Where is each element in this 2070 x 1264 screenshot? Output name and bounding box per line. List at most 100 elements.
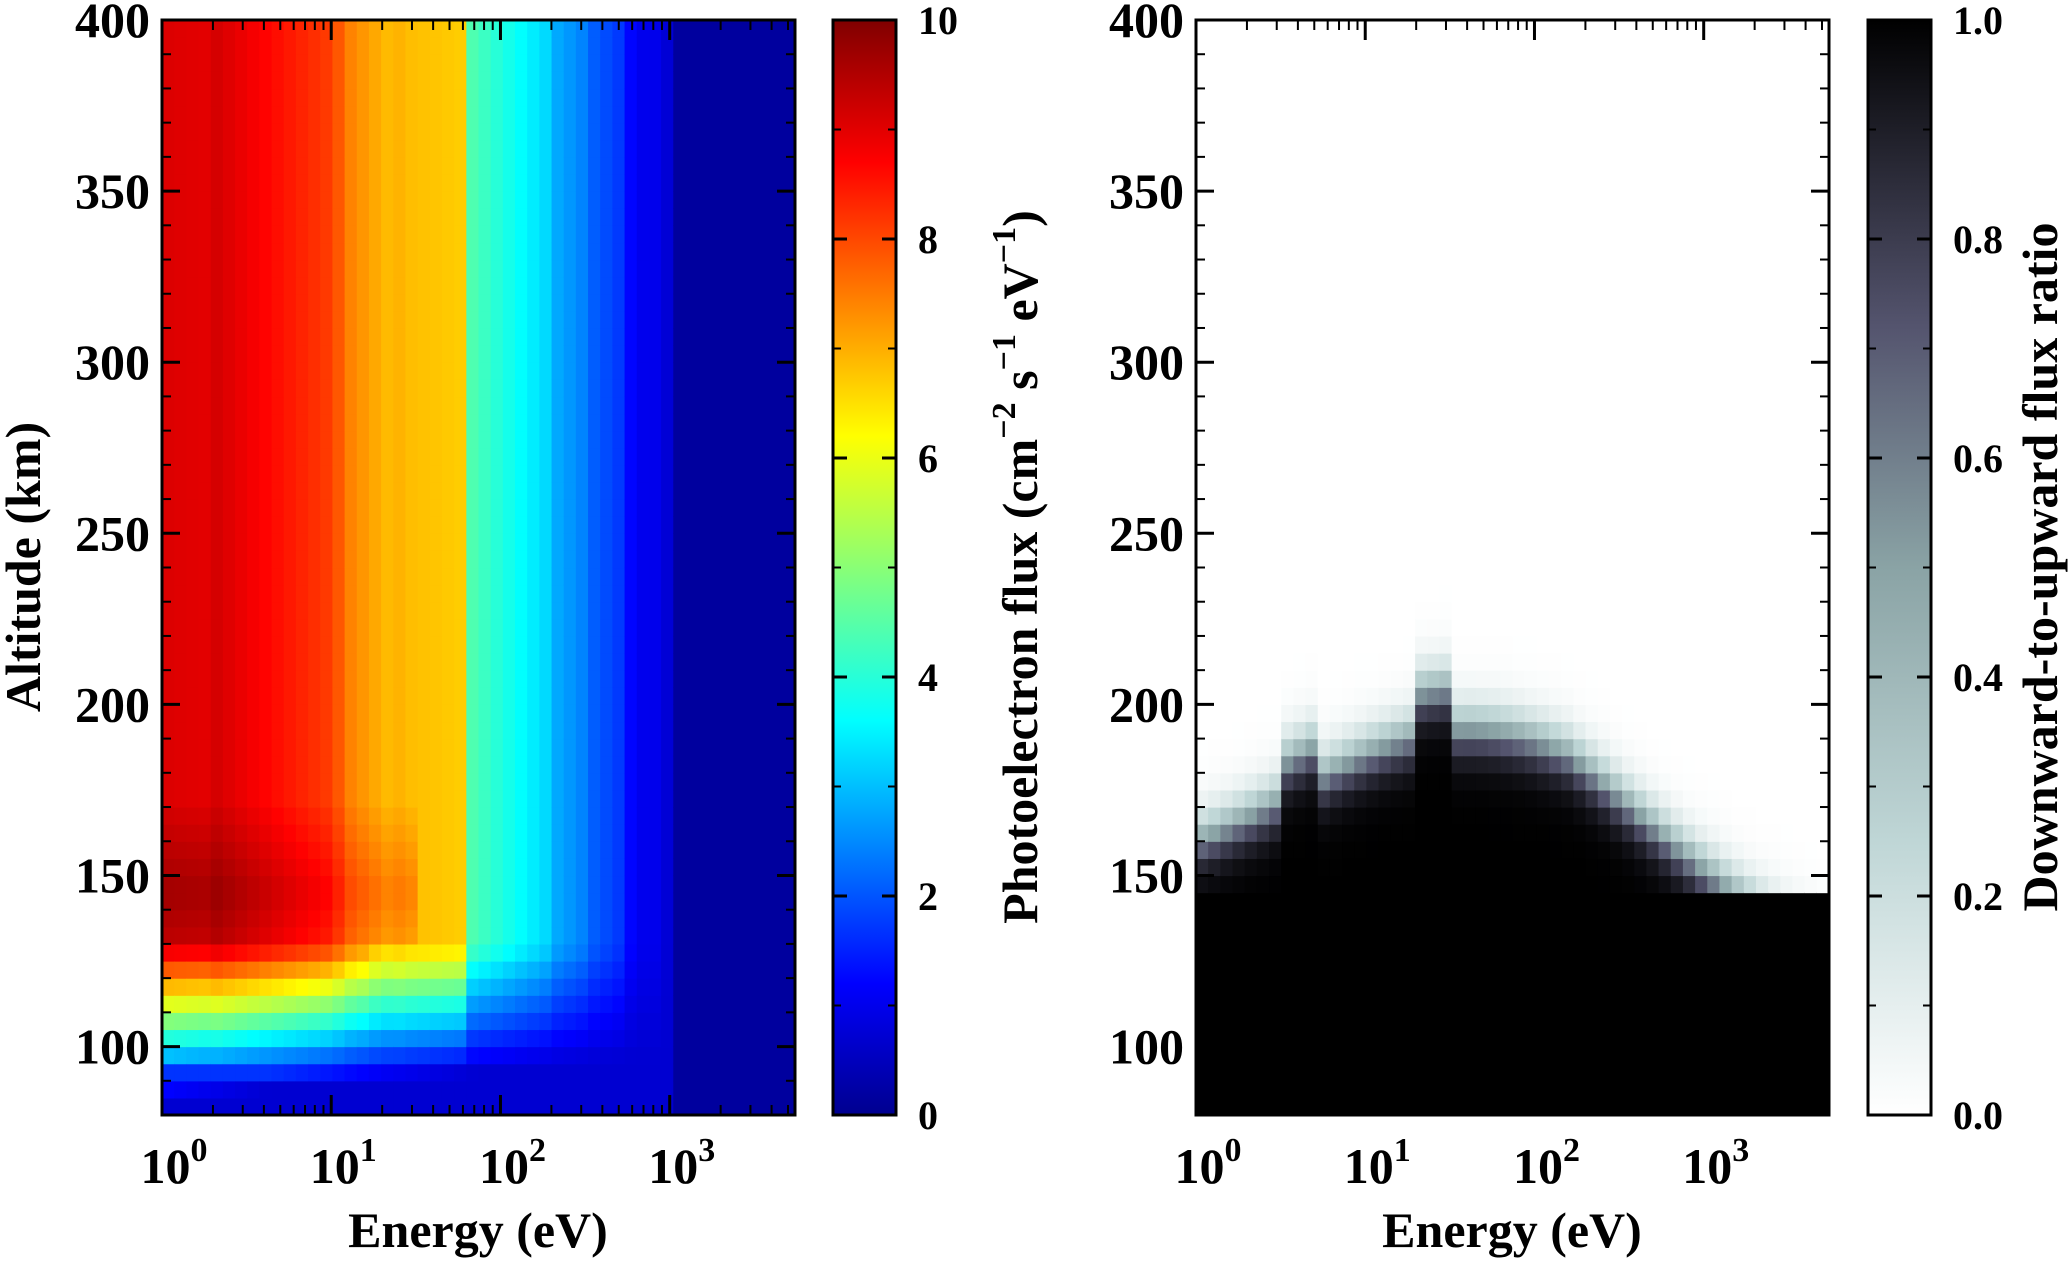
heat-cell xyxy=(515,790,528,808)
heat-cell xyxy=(1208,568,1221,586)
heat-cell xyxy=(588,328,601,346)
heat-cell xyxy=(1330,362,1343,380)
heat-cell xyxy=(199,37,212,55)
heat-cell xyxy=(710,328,723,346)
heat-cell xyxy=(1257,961,1270,979)
heat-cell xyxy=(710,721,723,739)
heat-cell xyxy=(515,123,528,141)
heat-cell xyxy=(454,1012,467,1030)
heat-cell xyxy=(454,721,467,739)
heat-cell xyxy=(223,260,236,278)
heat-cell xyxy=(588,123,601,141)
heat-cell xyxy=(710,1012,723,1030)
heat-cell xyxy=(308,841,321,859)
heat-cell xyxy=(1318,1064,1331,1082)
heat-cell xyxy=(637,893,650,911)
heat-cell xyxy=(1281,704,1294,722)
heat-cell xyxy=(515,328,528,346)
heat-cell xyxy=(1427,1081,1440,1099)
heat-cell xyxy=(454,910,467,928)
heat-cell xyxy=(1233,1012,1246,1030)
heat-cell xyxy=(247,157,260,175)
heat-cell xyxy=(430,944,443,962)
heat-cell xyxy=(162,71,175,89)
heat-cell xyxy=(1269,482,1282,500)
heat-cell xyxy=(539,893,552,911)
heat-cell xyxy=(734,1098,747,1116)
heat-cell xyxy=(381,379,394,397)
heat-cell xyxy=(1415,721,1428,739)
heat-cell xyxy=(1379,140,1392,158)
heat-cell xyxy=(539,345,552,363)
heat-cell xyxy=(1464,54,1477,72)
heat-cell xyxy=(1366,140,1379,158)
heat-cell xyxy=(588,157,601,175)
heat-cell xyxy=(174,174,187,192)
heat-cell xyxy=(1342,653,1355,671)
heat-cell xyxy=(1354,54,1367,72)
heat-cell xyxy=(771,704,784,722)
heat-cell xyxy=(1415,54,1428,72)
heat-cell xyxy=(284,499,297,517)
heat-cell xyxy=(734,37,747,55)
heat-cell xyxy=(503,961,516,979)
heat-cell xyxy=(1379,875,1392,893)
heat-cell xyxy=(405,54,418,72)
heat-cell xyxy=(734,807,747,825)
heat-cell xyxy=(758,704,771,722)
heat-cell xyxy=(1257,277,1270,295)
heat-cell xyxy=(1196,448,1209,466)
heat-cell xyxy=(369,345,382,363)
heat-cell xyxy=(223,54,236,72)
heat-cell xyxy=(1342,893,1355,911)
heat-cell xyxy=(174,20,187,38)
y-tick-label: 200 xyxy=(75,676,150,732)
heat-cell xyxy=(1415,585,1428,603)
heat-cell xyxy=(1318,739,1331,757)
heat-cell xyxy=(454,448,467,466)
heat-cell xyxy=(673,225,686,243)
heat-cell xyxy=(369,71,382,89)
heat-cell xyxy=(576,260,589,278)
heat-cell xyxy=(1379,465,1392,483)
heat-cell xyxy=(259,995,272,1013)
heat-cell xyxy=(491,414,504,432)
heat-cell xyxy=(527,824,540,842)
heat-cell xyxy=(771,858,784,876)
heat-cell xyxy=(442,1012,455,1030)
heat-cell xyxy=(1354,191,1367,209)
heat-cell xyxy=(466,362,479,380)
heat-cell xyxy=(357,807,370,825)
heat-cell xyxy=(211,978,224,996)
heat-cell xyxy=(1233,550,1246,568)
heat-cell xyxy=(1366,533,1379,551)
heat-cell xyxy=(430,516,443,534)
heat-cell xyxy=(308,602,321,620)
heat-cell xyxy=(235,841,248,859)
heat-cell xyxy=(564,54,577,72)
heat-cell xyxy=(649,807,662,825)
heat-cell xyxy=(1293,533,1306,551)
heat-cell xyxy=(649,568,662,586)
heat-cell xyxy=(685,448,698,466)
heat-cell xyxy=(320,311,333,329)
heat-cell xyxy=(612,396,625,414)
heat-cell xyxy=(199,396,212,414)
heat-cell xyxy=(369,636,382,654)
heat-cell xyxy=(527,379,540,397)
heat-cell xyxy=(673,499,686,517)
heat-cell xyxy=(186,704,199,722)
heat-cell xyxy=(418,396,431,414)
heat-cell xyxy=(722,345,735,363)
heat-cell xyxy=(296,875,309,893)
heat-cell xyxy=(235,191,248,209)
heat-cell xyxy=(466,944,479,962)
heat-cell xyxy=(722,294,735,312)
heat-cell xyxy=(1281,71,1294,89)
heat-cell xyxy=(466,140,479,158)
heat-cell xyxy=(503,1047,516,1065)
heat-cell xyxy=(612,841,625,859)
heat-cell xyxy=(284,157,297,175)
y-tick-label: 150 xyxy=(75,847,150,903)
heat-cell xyxy=(698,875,711,893)
